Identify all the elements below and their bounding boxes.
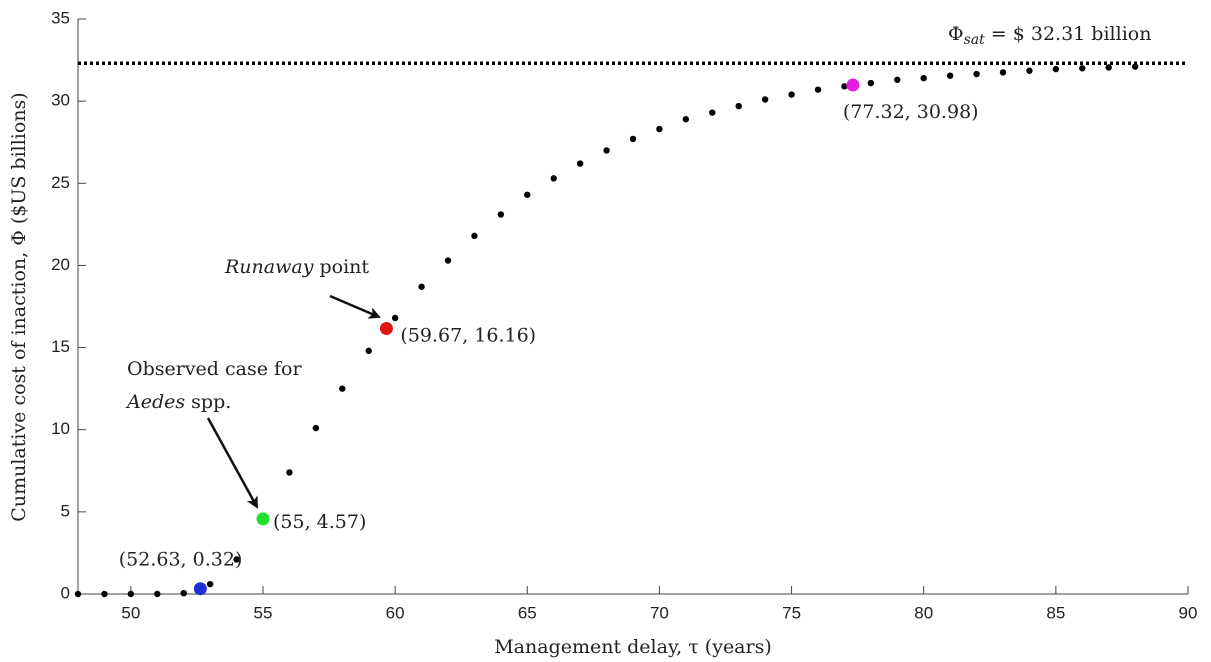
point — [920, 74, 927, 82]
highlight-point — [256, 512, 270, 526]
annotation-italic: Aedes — [125, 391, 185, 413]
x-tick-label: 90 — [1179, 603, 1198, 622]
point — [999, 69, 1007, 76]
point — [180, 589, 187, 597]
point — [814, 86, 822, 93]
highlight-point — [846, 78, 860, 92]
point — [1052, 65, 1060, 73]
point — [867, 79, 875, 87]
x-tick-label: 70 — [650, 603, 669, 622]
point — [524, 191, 531, 198]
highlight-point — [379, 322, 393, 336]
point — [629, 135, 637, 143]
x-tick-label: 55 — [254, 603, 273, 622]
point — [735, 102, 742, 110]
annotation: Aedes spp. — [125, 391, 231, 413]
point — [973, 70, 980, 78]
annotation-text: point — [313, 256, 369, 278]
point — [761, 96, 769, 103]
x-axis-label: Management delay, τ (years) — [494, 636, 772, 658]
point — [127, 590, 135, 598]
annotation-text: spp. — [185, 391, 231, 413]
point-label: (52.63, 0.32) — [119, 549, 243, 571]
subscript: sat — [964, 32, 986, 48]
point — [312, 424, 320, 432]
point — [709, 109, 716, 116]
annotation: Observed case for — [127, 358, 302, 380]
point — [497, 211, 505, 218]
point — [339, 385, 346, 392]
point — [1026, 67, 1033, 74]
saturation-label: Φsat = $ 32.31 billion — [948, 23, 1151, 48]
point — [206, 580, 214, 588]
y-tick-label: 35 — [51, 8, 70, 27]
point — [1079, 65, 1086, 72]
y-tick-label: 30 — [51, 91, 70, 110]
y-tick-label: 0 — [61, 583, 70, 602]
x-tick-label: 85 — [1046, 603, 1065, 622]
point — [233, 556, 240, 563]
point-label: (77.32, 30.98) — [843, 101, 979, 123]
x-tick-label: 50 — [121, 603, 140, 622]
point — [682, 116, 690, 123]
point — [286, 469, 293, 476]
x-tick-label: 60 — [386, 603, 405, 622]
point-label: (59.67, 16.16) — [400, 325, 536, 347]
point — [154, 590, 161, 598]
y-tick-label: 5 — [61, 501, 70, 520]
point — [418, 283, 425, 290]
point — [391, 314, 399, 322]
y-tick-label: 15 — [51, 337, 70, 356]
point-label: (55, 4.57) — [273, 511, 366, 533]
point — [365, 347, 372, 355]
point — [471, 232, 478, 240]
x-tick-label: 65 — [518, 603, 537, 622]
y-axis-label: Cumulative cost of inaction, Φ ($US bill… — [8, 92, 30, 521]
saturation-text: = $ 32.31 billion — [985, 23, 1152, 45]
annotation-italic: Runaway — [224, 256, 314, 278]
y-tick-label: 20 — [51, 255, 70, 274]
x-tick-label: 75 — [782, 603, 801, 622]
point — [788, 91, 795, 98]
point — [841, 83, 848, 90]
arrow — [206, 417, 259, 509]
point — [656, 125, 663, 133]
arrow — [329, 294, 381, 319]
point — [74, 590, 82, 598]
point — [1105, 64, 1112, 71]
point — [603, 147, 610, 154]
highlight-point — [193, 582, 207, 596]
point — [444, 257, 452, 264]
annotation: Runaway point — [224, 256, 369, 278]
point — [550, 175, 557, 182]
point — [894, 76, 901, 83]
axes — [77, 19, 1188, 595]
y-tick-label: 10 — [51, 419, 70, 438]
x-tick-label: 80 — [914, 603, 933, 622]
point — [576, 160, 584, 167]
y-tick-label: 25 — [51, 173, 70, 192]
symbol: Φ — [948, 23, 964, 45]
point — [1131, 63, 1139, 70]
point — [101, 590, 108, 598]
point — [946, 72, 954, 79]
